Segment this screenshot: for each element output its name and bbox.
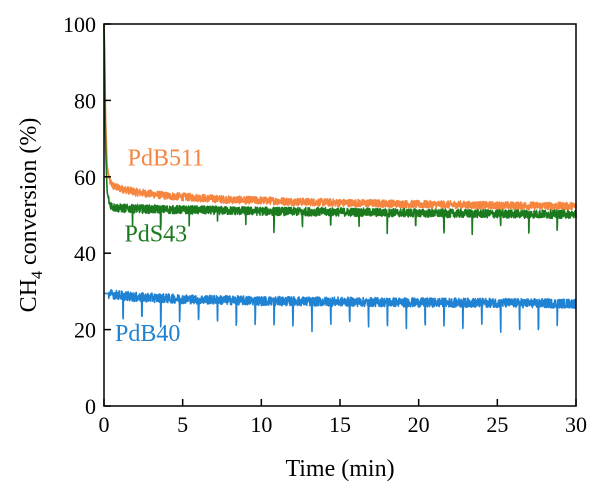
series-label-pds43: PdS43 [124, 222, 187, 248]
axis-ticks: 0 5 10 15 20 25 30 0 20 40 60 80 100 [63, 12, 587, 437]
series-layer [103, 23, 577, 333]
x-tick-label: 15 [329, 412, 351, 437]
y-tick-label: 20 [74, 318, 96, 343]
series-label-pdb40: PdB40 [115, 321, 180, 347]
series-label-pdb511: PdB511 [128, 145, 204, 171]
y-tick-label: 60 [74, 165, 96, 190]
y-axis-label: CH4 conversion (%) [16, 118, 46, 313]
y-tick-label: 40 [74, 241, 96, 266]
x-axis-label: Time (min) [285, 456, 394, 482]
y-tick-label: 100 [63, 12, 96, 37]
series-line-pds43 [103, 23, 577, 236]
x-tick-label: 10 [250, 412, 272, 437]
series-line-pdb40 [104, 289, 577, 333]
x-tick-label: 20 [408, 412, 430, 437]
x-tick-label: 30 [565, 412, 587, 437]
x-tick-label: 0 [99, 412, 110, 437]
series-labels: PdB511 PdS43 PdB40 [115, 145, 204, 347]
series-line-pdb511 [103, 23, 577, 211]
x-tick-label: 5 [177, 412, 188, 437]
x-tick-label: 25 [486, 412, 508, 437]
y-tick-label: 0 [85, 394, 96, 419]
y-tick-label: 80 [74, 88, 96, 113]
plot-frame [103, 23, 577, 407]
